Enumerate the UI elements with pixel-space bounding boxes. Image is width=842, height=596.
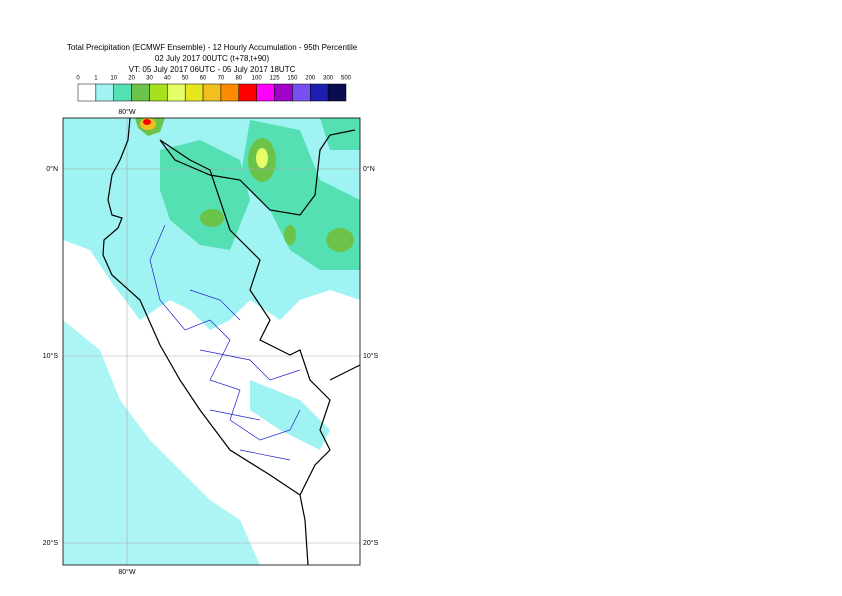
border (159, 129, 360, 496)
legend-label: 50 (182, 76, 189, 82)
map-frame (62, 117, 361, 566)
legend-label: 80 (235, 76, 242, 82)
rain-area (256, 148, 268, 168)
lat-label: 20°S (363, 539, 379, 547)
legend-swatch (184, 83, 204, 102)
lat-label: 20°S (43, 539, 59, 547)
legend-label: 0 (76, 76, 80, 82)
map: 80°W 80°W 0°N 10°S 20°S 0°N 10°S 20°S (43, 108, 379, 576)
legend-swatch (292, 83, 311, 102)
lon-label: 80°W (118, 108, 136, 116)
legend-swatch (113, 83, 132, 102)
lon-label: 80°W (118, 568, 136, 576)
legend-swatch (131, 83, 150, 102)
legend-label: 20 (128, 76, 135, 82)
title-line: Total Precipitation (ECMWF Ensemble) - 1… (67, 43, 358, 52)
lat-label: 0°N (46, 165, 58, 173)
lat-label: 0°N (363, 165, 375, 173)
legend-swatch (202, 83, 222, 102)
legend-swatch (149, 83, 168, 102)
rain-area (143, 119, 151, 125)
legend-swatch (220, 83, 240, 102)
legend-label: 1 (94, 76, 98, 82)
legend-label: 125 (270, 76, 281, 82)
legend-swatch (274, 83, 293, 102)
legend-label: 150 (287, 76, 298, 82)
rain-area (320, 118, 360, 150)
legend-swatch (327, 83, 347, 102)
rain-area (63, 320, 260, 565)
legend-swatch (256, 83, 275, 102)
legend-swatch (167, 83, 186, 102)
legend-label: 300 (323, 76, 334, 82)
rain-area (326, 228, 354, 252)
rain-area (284, 225, 296, 245)
rain-area (250, 380, 330, 450)
admin-border (149, 224, 301, 461)
legend-label: 30 (146, 76, 153, 82)
title-line: VT: 05 July 2017 06UTC - 05 July 2017 18… (129, 65, 296, 74)
legend-label: 500 (341, 76, 352, 82)
legend-swatch (95, 83, 114, 102)
legend-label: 10 (110, 76, 117, 82)
legend-label: 40 (164, 76, 171, 82)
lat-label: 10°S (43, 352, 59, 360)
legend-label: 70 (218, 76, 225, 82)
rain-area (200, 209, 224, 227)
legend-label: 60 (200, 76, 207, 82)
lat-label: 10°S (363, 352, 379, 360)
legend-swatch (77, 83, 97, 102)
legend: 0 1 10 20 30 40 50 60 70 80 100 125 150 200 300 500 (76, 76, 352, 102)
coastline (102, 118, 309, 565)
legend-label: 100 (252, 76, 263, 82)
legend-label: 200 (305, 76, 316, 82)
legend-swatch (310, 83, 329, 102)
title-line: 02 July 2017 00UTC (t+78,t+90) (155, 54, 270, 63)
legend-swatch (238, 83, 257, 102)
